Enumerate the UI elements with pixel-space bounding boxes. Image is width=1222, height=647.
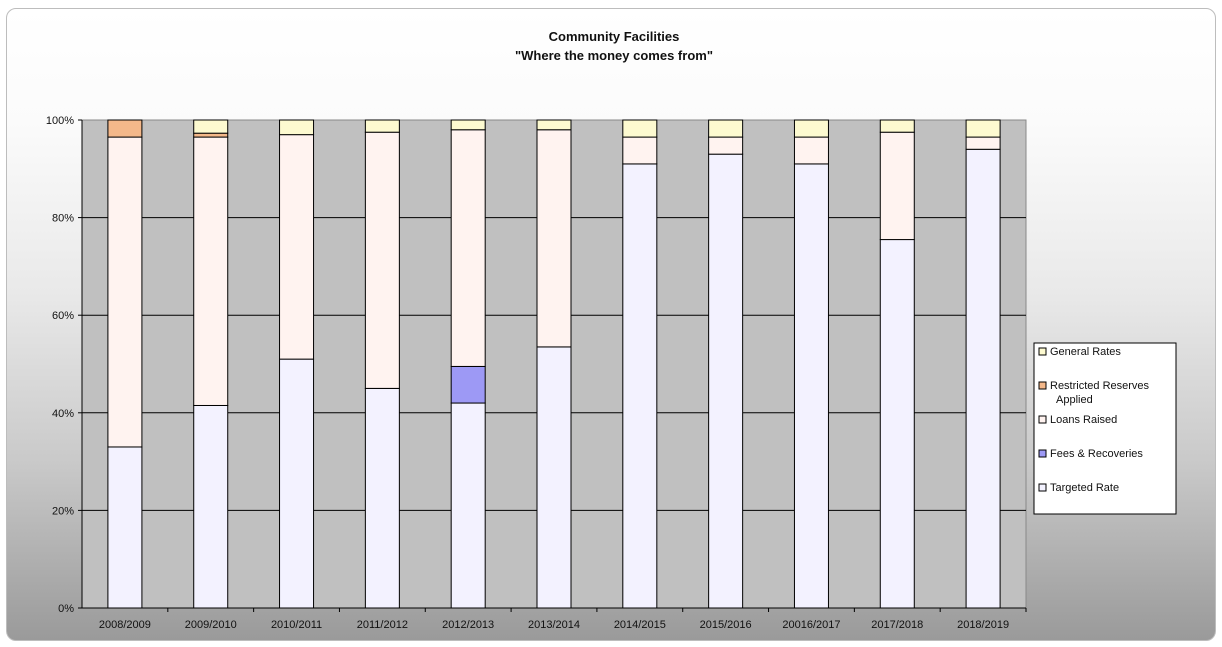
x-tick-label: 2018/2019 <box>957 619 1009 631</box>
y-tick-label: 80% <box>52 213 74 225</box>
bar-segment <box>450 119 486 131</box>
bar-segment <box>536 119 572 131</box>
bar-segment <box>622 163 658 609</box>
x-tick-label: 2010/2011 <box>271 619 322 631</box>
bar-segment <box>536 346 572 609</box>
plot-area: 0% 20% 40% 60% 80% 100% 2008/2009 2009/2010 2010… <box>46 115 1027 631</box>
bar-segment <box>879 239 915 609</box>
bar-segment <box>193 136 229 406</box>
bar-segment <box>965 136 1001 150</box>
legend-swatch <box>1038 483 1047 492</box>
bar-segment <box>107 119 143 138</box>
legend-label: General Rates <box>1050 346 1121 358</box>
legend-label: Targeted Rate <box>1050 482 1119 494</box>
legend-label: Loans Raised <box>1050 414 1117 426</box>
y-tick-label: 100% <box>46 115 74 127</box>
legend: General Rates Restricted Reserves Applied L… <box>1033 342 1177 515</box>
bar-segment <box>879 131 915 241</box>
bar-segment <box>965 119 1001 138</box>
x-tick-label: 2014/2015 <box>614 619 666 631</box>
x-tick-label: 2017/2018 <box>871 619 923 631</box>
legend-swatch <box>1038 347 1047 356</box>
bar-segment <box>708 119 744 138</box>
legend-label: Restricted Reserves Applied <box>1050 380 1150 406</box>
y-tick-label: 60% <box>52 310 74 322</box>
legend-swatch <box>1038 381 1047 390</box>
bar-segment <box>450 402 486 609</box>
x-tick-label: 2012/2013 <box>442 619 494 631</box>
x-tick-label: 2011/2012 <box>357 619 408 631</box>
bar-segment <box>622 119 658 138</box>
bar-segment <box>536 129 572 348</box>
y-tick-label: 20% <box>52 505 74 517</box>
bar-segment <box>364 387 400 609</box>
x-tick-label: 2009/2010 <box>185 619 237 631</box>
bar-segment <box>879 119 915 133</box>
chart-subtitle: "Where the money comes from" <box>515 48 713 63</box>
bar-segment <box>793 119 829 138</box>
chart-title: Community Facilities <box>549 29 680 44</box>
bar-segment <box>793 136 829 165</box>
bar-segment <box>708 136 744 155</box>
bar-segment <box>193 119 229 134</box>
x-tick-label: 2013/2014 <box>528 619 580 631</box>
y-tick-label: 40% <box>52 408 74 420</box>
bar-segment <box>193 132 229 138</box>
x-tick-label: 20016/2017 <box>782 619 840 631</box>
legend-swatch <box>1038 415 1047 424</box>
bar-segment <box>279 358 315 609</box>
x-tick-label: 2008/2009 <box>99 619 151 631</box>
bar-segment <box>107 136 143 448</box>
bar-segment <box>708 153 744 609</box>
bar-segment <box>279 119 315 136</box>
bar-segment <box>622 136 658 165</box>
bar-segment <box>793 163 829 609</box>
legend-label: Fees & Recoveries <box>1050 448 1143 460</box>
bar-segment <box>965 148 1001 609</box>
legend-box <box>1033 342 1177 515</box>
bar-segment <box>364 131 400 389</box>
legend-swatch <box>1038 449 1047 458</box>
bar-segment <box>450 129 486 367</box>
x-tick-label: 2015/2016 <box>700 619 752 631</box>
bar-segment <box>364 119 400 133</box>
bar-segment <box>107 446 143 609</box>
bar-segment <box>450 365 486 404</box>
bar-segment <box>279 134 315 360</box>
bar-segment <box>193 404 229 609</box>
y-tick-label: 0% <box>58 603 74 615</box>
